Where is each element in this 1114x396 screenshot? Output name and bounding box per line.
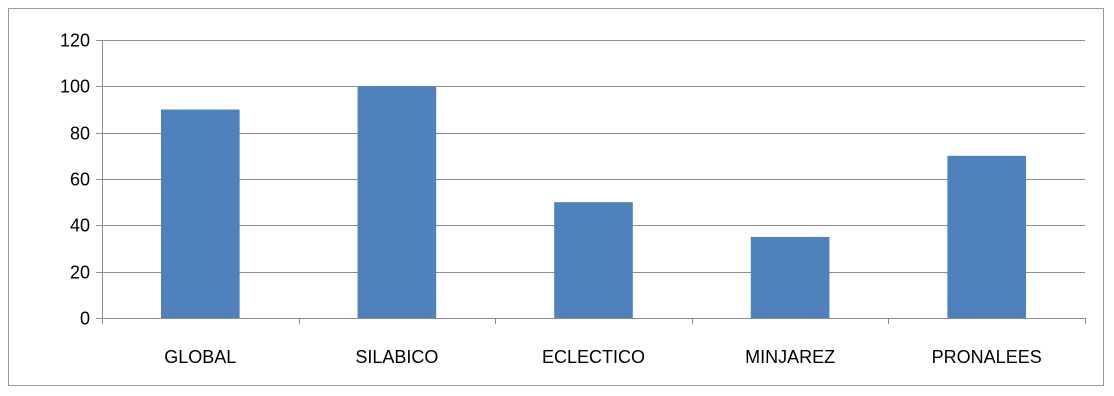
grid-lines [102,40,1085,273]
y-tick-label: 40 [70,216,90,236]
y-tick-label: 120 [60,31,90,51]
y-tick-label: 60 [70,170,90,190]
x-tick-label: MINJAREZ [745,347,835,367]
bar-minjarez [750,236,830,318]
bar-global [160,109,240,318]
y-tick-label: 20 [70,263,90,283]
x-tick-label: GLOBAL [164,347,236,367]
y-tick-label: 100 [60,77,90,97]
y-tick-label: 80 [70,124,90,144]
y-tick-label: 0 [80,309,90,329]
bar-eclectico [554,202,633,318]
x-tick-label: ECLECTICO [542,347,645,367]
bar-silabico [357,86,437,318]
y-tick-labels: 0 20 40 60 80 100 120 [60,31,90,329]
bar-pronalees [947,155,1027,318]
x-tick-label: SILABICO [355,347,438,367]
x-tick-label: PRONALEES [932,347,1042,367]
axes [96,40,1086,324]
x-tick-labels: GLOBAL SILABICO ECLECTICO MINJAREZ PRONALEES [164,347,1041,367]
bars [160,86,1027,318]
